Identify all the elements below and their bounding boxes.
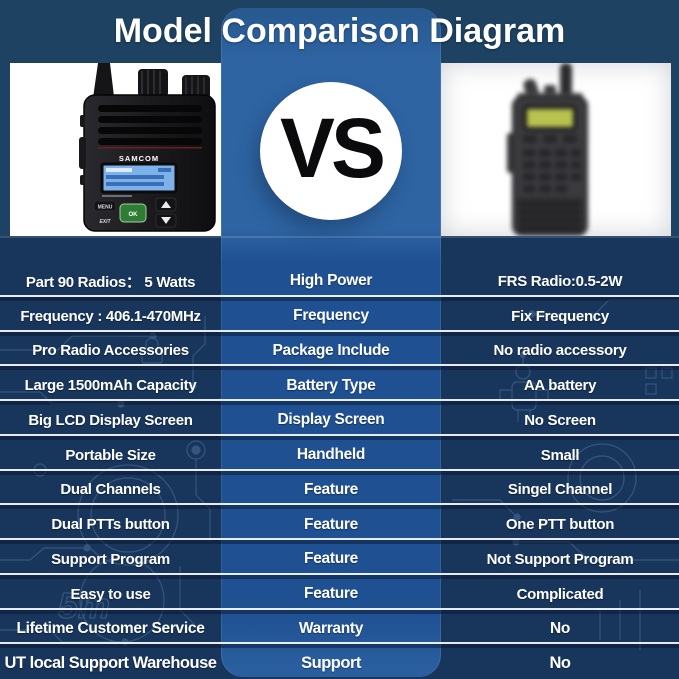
table-row: Easy to use Feature Complicated [0, 574, 679, 610]
brand-label: SAMCOM [119, 154, 159, 163]
vs-badge: VS [260, 82, 402, 220]
left-spec: UT local Support Warehouse [4, 654, 217, 673]
category: Warranty [298, 619, 364, 637]
left-spec: Pro Radio Accessories [32, 342, 189, 360]
right-spec: No [549, 654, 572, 673]
part90-radio-photo: SAMCOM MENU OK EXIT [10, 63, 221, 236]
category: Feature [304, 585, 358, 603]
right-spec: One PTT button [505, 516, 615, 534]
photo-panel-underline [0, 236, 679, 238]
right-spec: No radio accessory [493, 342, 627, 360]
left-spec: Lifetime Customer Service [16, 619, 205, 637]
left-spec: Large 1500mAh Capacity [24, 377, 197, 395]
up-arrow-icon [161, 201, 171, 208]
table-row: Big LCD Display Screen Display Screen No… [0, 401, 679, 436]
down-arrow-icon [161, 217, 171, 224]
vs-label: VS [280, 100, 386, 195]
left-spec: Easy to use [70, 585, 151, 603]
table-row: Support Program Feature Not Support Prog… [0, 540, 679, 575]
right-spec: No [549, 619, 571, 637]
left-spec: Part 90 Radios： 5 Watts [25, 273, 196, 291]
side-key-2 [80, 175, 85, 185]
category: Feature [304, 550, 358, 568]
table-row: Lifetime Customer Service Warranty No [0, 609, 679, 645]
category: High Power [289, 272, 373, 290]
side-key [80, 115, 85, 127]
ptt-button [79, 137, 86, 169]
keypad [523, 135, 581, 193]
comparison-table: Part 90 Radios： 5 Watts High Power FRS R… [0, 262, 679, 679]
table-row: Portable Size Handheld Small [0, 435, 679, 471]
right-spec: No Screen [524, 411, 596, 429]
part90-radio-illustration: SAMCOM MENU OK EXIT [79, 63, 216, 232]
speaker-grille [98, 105, 202, 145]
category: Support [301, 654, 361, 673]
frs-radio-photo [441, 63, 671, 236]
right-edge-strip [671, 63, 679, 236]
menu-button-label: MENU [98, 205, 113, 211]
right-spec: Singel Channel [507, 481, 613, 499]
speaker-grille [517, 197, 583, 233]
exit-button-label: EXIT [99, 219, 111, 225]
frs-radio-illustration [507, 63, 588, 236]
left-spec: Dual Channels [60, 481, 161, 499]
right-spec: Fix Frequency [511, 307, 609, 325]
category: Display Screen [277, 411, 385, 429]
left-edge-strip [0, 63, 10, 236]
lcd-screen [523, 105, 577, 131]
table-row: Dual Channels Feature Singel Channel [0, 470, 679, 506]
group-ok-button [119, 203, 147, 223]
right-spec: FRS Radio:0.5-2W [497, 272, 623, 290]
right-spec: Not Support Program [486, 550, 634, 568]
left-spec: Frequency : 406.1-470MHz [20, 307, 201, 325]
page-title: Model Comparison Diagram [113, 12, 566, 50]
ok-button-label: OK [129, 212, 139, 218]
category: Battery Type [286, 376, 376, 394]
right-spec: Complicated [516, 585, 604, 603]
table-row: Part 90 Radios： 5 Watts High Power FRS R… [0, 262, 679, 297]
table-row: Pro Radio Accessories Package Include No… [0, 331, 679, 367]
table-row: Large 1500mAh Capacity Battery Type AA b… [0, 366, 679, 401]
category: Feature [304, 480, 358, 498]
left-spec: Support Program [51, 550, 170, 568]
right-spec: AA battery [523, 377, 597, 395]
table-row: UT local Support Warehouse Support No [0, 644, 679, 679]
table-row: Dual PTTs button Feature One PTT button [0, 505, 679, 540]
left-spec: Portable Size [65, 446, 156, 464]
right-spec: Small [540, 446, 580, 464]
category: Frequency [293, 307, 369, 325]
category: Feature [304, 515, 358, 533]
category: Handheld [296, 446, 366, 464]
category: Package Include [272, 341, 390, 359]
left-spec: Big LCD Display Screen [28, 411, 193, 429]
left-spec: Dual PTTs button [51, 516, 170, 534]
table-row: Frequency : 406.1-470MHz Frequency Fix F… [0, 296, 679, 332]
